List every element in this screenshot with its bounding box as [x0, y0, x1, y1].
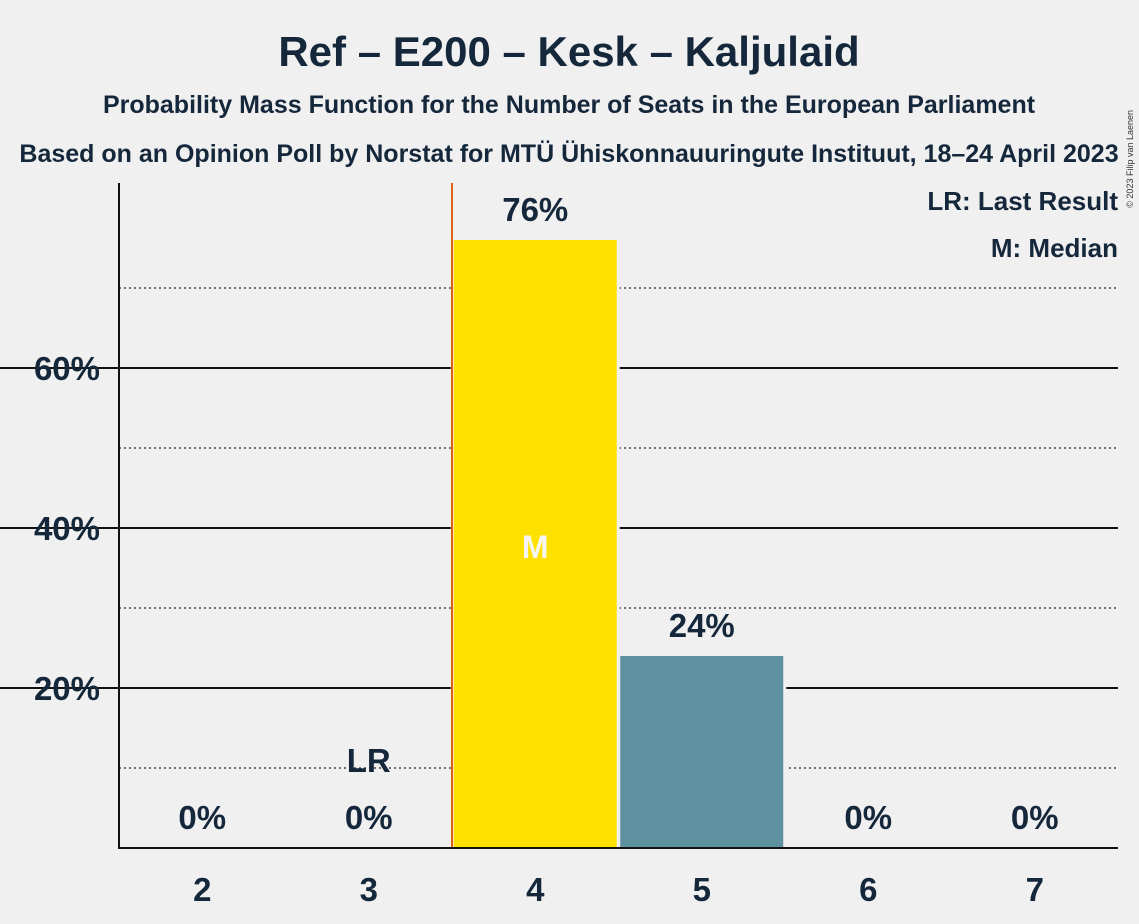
value-label: 0% [1011, 799, 1059, 836]
value-label: 76% [502, 191, 568, 228]
chart-source: Based on an Opinion Poll by Norstat for … [19, 139, 1118, 168]
y-tick-label: 20% [34, 670, 100, 707]
value-label: 0% [844, 799, 892, 836]
legend-last-result: LR: Last Result [927, 186, 1118, 216]
value-label: 0% [345, 799, 393, 836]
x-tick-label: 3 [360, 871, 378, 908]
labels: 2 3 4 5 6 7 0% 0% 76% 24% 0% 0% LR M [178, 191, 1058, 908]
copyright-notice: © 2023 Filip van Laenen [1125, 110, 1135, 208]
value-label: 24% [669, 607, 735, 644]
bar-seats-5 [620, 656, 784, 848]
x-tick-label: 4 [526, 871, 545, 908]
bar-seats-4 [453, 240, 617, 848]
axes [118, 183, 1118, 849]
last-result-marker: LR [347, 742, 391, 779]
x-tick-label: 6 [859, 871, 877, 908]
x-tick-label: 5 [693, 871, 711, 908]
y-tick-label: 40% [34, 510, 100, 547]
bars [450, 183, 787, 848]
median-marker: M [522, 529, 549, 565]
chart-title: Ref – E200 – Kesk – Kaljulaid [278, 28, 859, 75]
y-tick-label: 60% [34, 350, 100, 387]
x-tick-label: 7 [1026, 871, 1044, 908]
x-tick-label: 2 [193, 871, 211, 908]
chart-subtitle: Probability Mass Function for the Number… [103, 91, 1036, 119]
legend-median: M: Median [991, 233, 1118, 263]
value-label: 0% [178, 799, 226, 836]
